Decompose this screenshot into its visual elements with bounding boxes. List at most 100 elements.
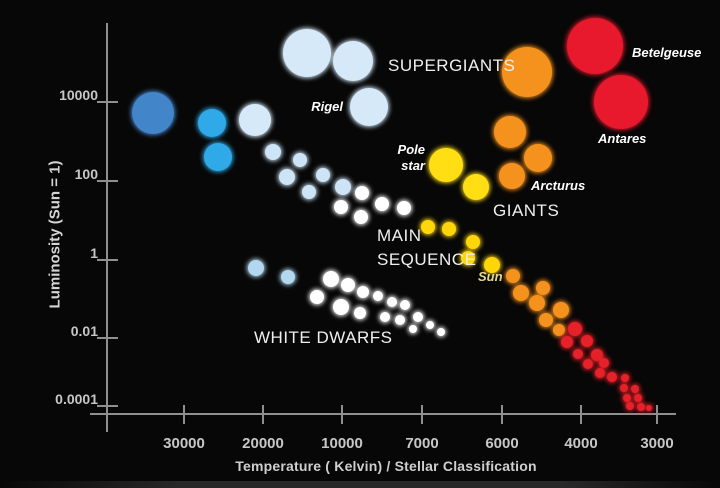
main-sequence-red-dot <box>620 384 628 392</box>
main-sequence-orange-dot <box>536 281 550 295</box>
hot-cyan-stars-dot <box>198 109 226 137</box>
white-dwarfs-white-dot <box>323 271 339 287</box>
main-sequence-white-dot <box>397 201 411 215</box>
main-sequence-red-dot <box>637 403 645 411</box>
white-dwarfs-white-dot <box>400 300 410 310</box>
main-sequence-red-dot <box>599 358 609 368</box>
y-axis-title: Luminosity (Sun = 1) <box>46 160 64 309</box>
x-tick-label: 10000 <box>321 435 363 452</box>
y-axis-line <box>106 23 108 432</box>
betelgeuse-label: Betelgeuse <box>632 45 702 60</box>
main-sequence-yellow-dot <box>421 220 435 234</box>
white-dwarfs-white-dot <box>333 299 349 315</box>
main-sequence-white-dot <box>375 197 389 211</box>
main-sequence-red-dot <box>595 368 605 378</box>
x-tick-label: 20000 <box>242 435 284 452</box>
x-axis-tick <box>341 405 343 424</box>
y-tick-label: 0.01 <box>70 323 98 339</box>
main-sequence-orange-dot <box>539 313 553 327</box>
main-sequence-red-dot <box>623 394 631 402</box>
white-dwarfs-blue-dot <box>281 270 295 284</box>
main-sequence-blue-white-dot <box>335 179 351 195</box>
white-dwarfs-white-dot <box>380 312 390 322</box>
main-sequence-orange-dot <box>513 285 529 301</box>
main-sequence-red-dot <box>626 402 634 410</box>
arcturus-label: Arcturus <box>531 178 586 193</box>
white-dwarfs-blue-dot <box>248 260 264 276</box>
white-dwarfs-white-dot <box>357 286 369 298</box>
white-dwarfs-white-dot <box>437 328 445 336</box>
blue-white-supergiants-dot <box>350 88 388 126</box>
pole-star-label: Pole star <box>397 142 425 173</box>
x-axis-tick <box>183 405 185 424</box>
white-dwarfs-white-dot <box>426 321 434 329</box>
main-sequence-orange-dot <box>506 269 520 283</box>
y-axis-tick <box>97 405 118 407</box>
y-axis-tick <box>97 259 118 261</box>
blue-white-supergiants-dot <box>333 41 373 81</box>
main-sequence-red-dot <box>634 394 642 402</box>
x-tick-label: 6000 <box>485 435 519 452</box>
main-sequence-blue-white-dot <box>279 169 295 185</box>
main-sequence-yellow-dot <box>442 222 456 236</box>
orange-giants-dot <box>524 144 552 172</box>
main-sequence-red-dot <box>581 335 593 347</box>
hot-cyan-stars-dot <box>204 143 232 171</box>
main-sequence-red-dot <box>573 349 583 359</box>
rigel-label: Rigel <box>311 99 343 114</box>
red-supergiants-dot <box>594 75 648 129</box>
yellow-giants-dot <box>463 174 489 200</box>
x-tick-label: 30000 <box>163 435 205 452</box>
main-sequence-red-dot <box>621 374 629 382</box>
x-tick-label: 4000 <box>564 435 598 452</box>
main-sequence-blue-white-dot <box>265 144 281 160</box>
main-sequence-yellow-dot <box>461 251 475 265</box>
white-dwarfs-white-dot <box>341 278 355 292</box>
x-axis-title: Temperature ( Kelvin) / Stellar Classifi… <box>235 458 537 474</box>
y-tick-label: 10000 <box>59 87 98 103</box>
y-axis-tick <box>97 101 118 103</box>
white-dwarfs-white-dot <box>387 297 397 307</box>
main-sequence-red-dot <box>583 359 593 369</box>
main-sequence-blue-white-dot <box>302 185 316 199</box>
main-sequence-yellow-dot <box>466 235 480 249</box>
x-axis-tick <box>421 405 423 424</box>
white-dwarfs-white-dot <box>395 315 405 325</box>
blue-white-supergiants-dot <box>283 29 331 77</box>
main-sequence-orange-dot <box>553 324 565 336</box>
white-dwarfs-white-dot <box>310 290 324 304</box>
x-tick-label: 7000 <box>405 435 439 452</box>
main-sequence-white-dot <box>355 186 369 200</box>
main-sequence-red-dot <box>607 372 617 382</box>
main-sequence-orange-dot <box>529 295 545 311</box>
x-axis-tick <box>262 405 264 424</box>
main-sequence-yellow-dot <box>484 257 500 273</box>
supergiants-label: SUPERGIANTS <box>388 56 516 75</box>
x-axis-tick <box>501 405 503 424</box>
white-dwarfs-white-dot <box>354 307 366 319</box>
sun-label: Sun <box>478 269 503 284</box>
y-tick-label: 0.0001 <box>55 391 98 407</box>
y-axis-tick <box>97 337 118 339</box>
yellow-giants-dot <box>429 148 463 182</box>
white-dwarfs-label: WHITE DWARFS <box>254 328 393 347</box>
antares-label: Antares <box>598 131 647 146</box>
main-sequence-blue-white-dot <box>316 168 330 182</box>
main-sequence-blue-white-dot <box>293 153 307 167</box>
x-tick-label: 3000 <box>640 435 674 452</box>
x-axis-line <box>90 413 676 415</box>
white-dwarfs-white-dot <box>413 312 423 322</box>
orange-giants-dot <box>499 163 525 189</box>
white-dwarfs-white-dot <box>409 325 417 333</box>
y-tick-label: 1 <box>90 245 98 261</box>
main-sequence-red-dot <box>631 385 639 393</box>
main-sequence-red-dot <box>561 336 573 348</box>
red-supergiants-dot <box>567 18 623 74</box>
main-sequence-label: MAIN SEQUENCE <box>377 226 477 269</box>
y-tick-label: 100 <box>74 166 98 182</box>
white-dwarfs-white-dot <box>373 291 383 301</box>
orange-giants-dot <box>502 47 552 97</box>
y-axis-tick <box>97 180 118 182</box>
x-axis-tick <box>656 405 658 424</box>
